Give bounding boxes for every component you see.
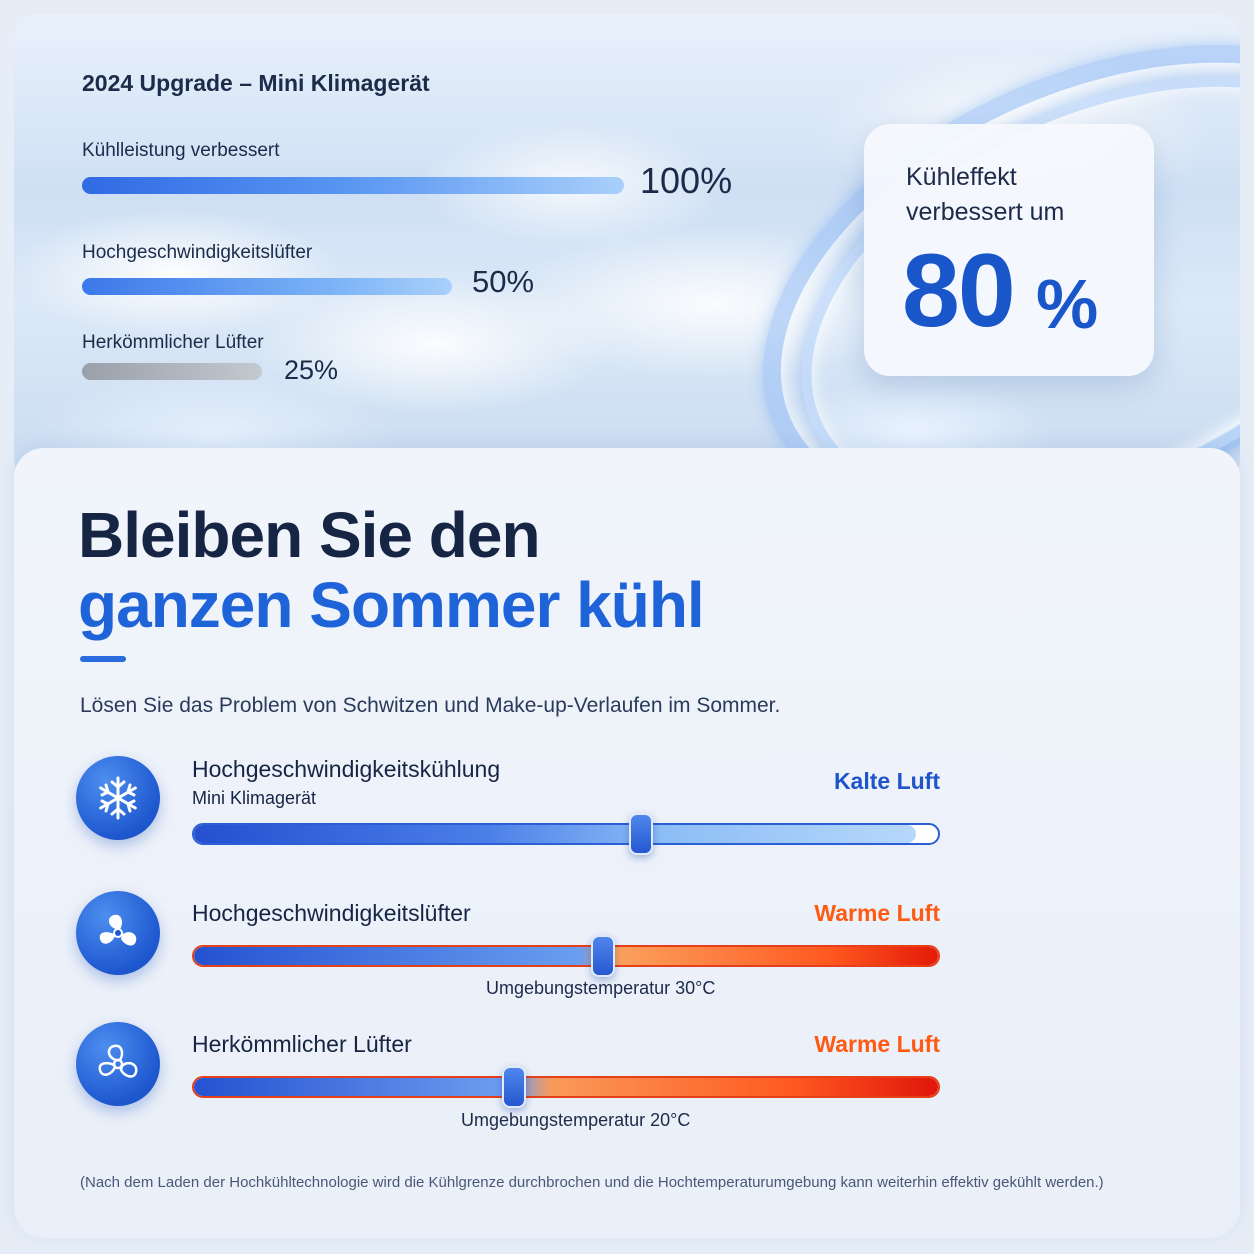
accent-divider xyxy=(80,656,126,662)
badge-percent: % xyxy=(1036,265,1099,343)
temperature-slider-conventional-fan xyxy=(192,1076,940,1098)
slider-fill xyxy=(194,825,916,843)
bar-value-fast-fan: 50% xyxy=(472,264,535,299)
row-title-conventional-fan: Herkömmlicher Lüfter xyxy=(192,1031,412,1057)
temperature-slider-fast-fan xyxy=(192,945,940,967)
slider-knob xyxy=(591,935,616,977)
slider-fill xyxy=(194,1078,938,1096)
bar-label-conventional-fan: Herkömmlicher Lüfter xyxy=(82,332,264,353)
temperature-slider-fast-cooling xyxy=(192,823,940,845)
status-warm-air: Warme Luft xyxy=(814,900,940,926)
row-subtitle-mini-ac: Mini Klimagerät xyxy=(192,788,317,808)
snowflake-icon xyxy=(76,756,160,840)
bar-value-cooling: 100% xyxy=(640,160,733,201)
badge-number: 80 xyxy=(902,233,1016,349)
ambient-temperature-caption: Umgebungstemperatur 30°C xyxy=(486,978,716,998)
banner-title: 2024 Upgrade – Mini Klimagerät xyxy=(82,70,430,96)
slider-fill xyxy=(194,947,938,965)
status-warm-air: Warme Luft xyxy=(814,1031,940,1057)
bar-label-fast-fan: Hochgeschwindigkeitslüfter xyxy=(82,242,313,263)
bar-label-cooling: Kühlleistung verbessert xyxy=(82,140,280,161)
headline-line-1: Bleiben Sie den xyxy=(78,499,541,571)
comparison-card: Bleiben Sie den ganzen Sommer kühl Lösen… xyxy=(14,448,1240,1238)
bar-conventional-fan xyxy=(82,363,262,380)
slider-knob xyxy=(628,813,653,855)
slider-knob xyxy=(501,1066,526,1108)
footnote: (Nach dem Laden der Hochkühltechnologie … xyxy=(80,1174,1104,1191)
snow-banner: 2024 Upgrade – Mini Klimagerät Kühlleist… xyxy=(14,14,1240,484)
ambient-temperature-caption: Umgebungstemperatur 20°C xyxy=(461,1110,691,1130)
bar-value-conventional-fan: 25% xyxy=(284,355,339,385)
bar-fast-fan xyxy=(82,278,452,295)
fan-icon xyxy=(76,891,160,975)
fan-outline-icon xyxy=(76,1022,160,1106)
row-title-fast-fan: Hochgeschwindigkeitslüfter xyxy=(192,900,471,926)
row-title-fast-cooling: Hochgeschwindigkeitskühlung xyxy=(192,756,501,782)
badge-text: Kühleffekt verbessert um xyxy=(906,163,1065,226)
subtitle: Lösen Sie das Problem von Schwitzen und … xyxy=(80,694,781,717)
bar-cooling xyxy=(82,177,624,194)
headline-line-2: ganzen Sommer kühl xyxy=(78,569,705,641)
improvement-badge: Kühleffekt verbessert um 80 % xyxy=(864,124,1154,376)
status-cold-air: Kalte Luft xyxy=(833,768,940,794)
